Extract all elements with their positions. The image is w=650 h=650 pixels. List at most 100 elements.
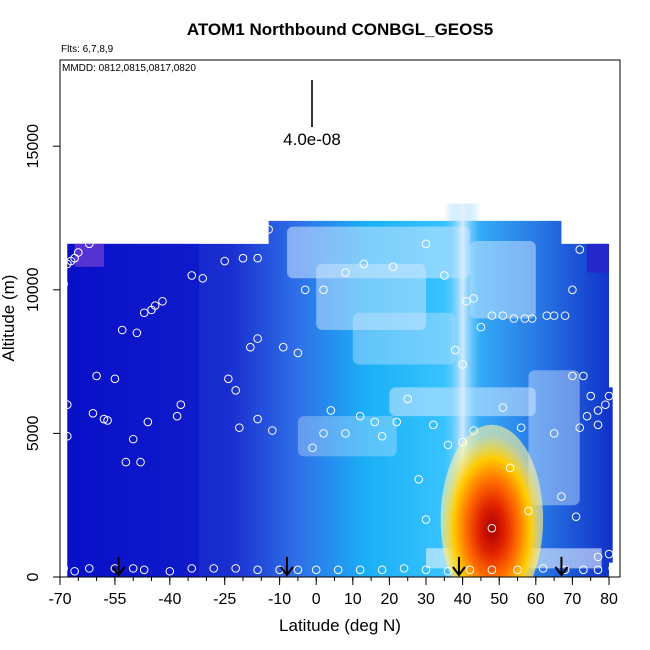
observation-point [513,565,522,575]
x-axis: -70 -55 -40 -25 -10 0 10 20 30 40 50 60 70 80 [48,577,618,608]
observation-point [92,371,101,381]
x-axis-label: Latitude (deg N) [279,616,401,635]
observation-point [117,325,127,335]
observation-point [388,262,398,272]
observation-point [238,253,248,263]
field-light-band [352,312,456,365]
flight-arrow-head [111,566,126,577]
observation-point [608,564,617,573]
observation-point [579,371,588,381]
observation-point [487,565,497,575]
observation-point [158,296,167,306]
observation-point [593,406,603,415]
observation-point [527,314,537,323]
observation-point [586,391,596,401]
y-axis-label: Altitude (m) [0,275,18,362]
observation-point [70,566,79,576]
observation-point [509,314,519,323]
observation-point [319,429,328,438]
observation-point [604,391,614,401]
observation-point [220,256,230,266]
observation-point [132,328,142,338]
flight-arrow-head [280,566,294,577]
observation-point [143,417,153,427]
x-tick-label: 80 [600,591,618,608]
y-tick-label: 10000 [25,267,42,312]
flight-arrow-head [554,566,569,577]
observation-point [498,403,508,412]
observation-point [421,565,431,575]
x-tick-label: 70 [564,591,582,608]
observation-point [359,259,369,269]
observation-point [187,564,197,573]
observation-point [209,564,219,573]
observation-point [88,408,98,418]
observation-point [172,411,182,421]
x-tick-label: 0 [312,591,321,608]
y-axis: 0 5000 10000 15000 [25,124,60,581]
observation-point [224,374,233,384]
observation-point [267,426,277,435]
observation-point [63,431,72,441]
x-tick-label: 40 [454,591,472,608]
heatmap-field [67,203,613,577]
observation-point [458,360,467,369]
observation-point [568,371,577,381]
observation-point [293,348,303,358]
x-tick-label: -10 [268,591,291,608]
flight-arrow [554,556,569,577]
flight-arrow-head [452,566,466,577]
observation-point [198,273,208,283]
observation-point [421,239,431,249]
field-west [67,243,200,577]
observation-point [443,440,453,450]
observation-point [571,512,581,521]
observation-point [121,457,131,467]
observation-point [524,506,533,516]
plot-frame [59,59,621,578]
observation-point [450,345,460,355]
x-tick-label: 10 [344,591,362,608]
x-tick-label: 60 [527,591,545,608]
field-light-band [297,416,397,457]
observation-point [128,564,138,573]
field-plume [440,424,544,577]
observation-point [341,429,350,438]
observation-point [136,457,145,467]
flights-note: Flts: 6,7,8,9 [61,44,114,55]
observation-point [593,420,603,430]
observation-point [377,431,387,441]
observation-point [461,296,471,306]
observation-point [176,400,186,409]
scale-bar-label: 4.0e-08 [283,130,341,149]
observation-point [469,426,478,435]
observation-point [355,411,365,421]
flight-arrow [452,556,466,577]
field-violet-left [74,243,104,267]
observation-point [293,565,303,575]
flight-arrows [111,556,569,577]
observation-point [575,423,585,432]
observation-point [487,523,497,533]
x-tick-label: 20 [381,591,399,608]
observation-point [458,437,467,447]
x-tick-label: 30 [417,591,435,608]
field-light-band [469,240,536,319]
observation-point [231,386,240,395]
field-light-band [316,263,427,330]
observation-point [403,394,413,404]
observation-point [538,564,548,573]
observation-point [84,564,94,573]
observation-point [414,475,423,484]
flight-arrow [280,556,294,577]
x-tick-label: -25 [213,591,236,608]
y-tick-label: 5000 [25,415,42,451]
observation-point [74,248,83,257]
observation-point [370,417,380,427]
observation-point [84,239,94,249]
observation-point [579,565,588,575]
observation-point [253,565,262,575]
observation-point [311,565,321,575]
y-tick-label: 15000 [25,124,42,169]
observation-point [549,311,559,320]
